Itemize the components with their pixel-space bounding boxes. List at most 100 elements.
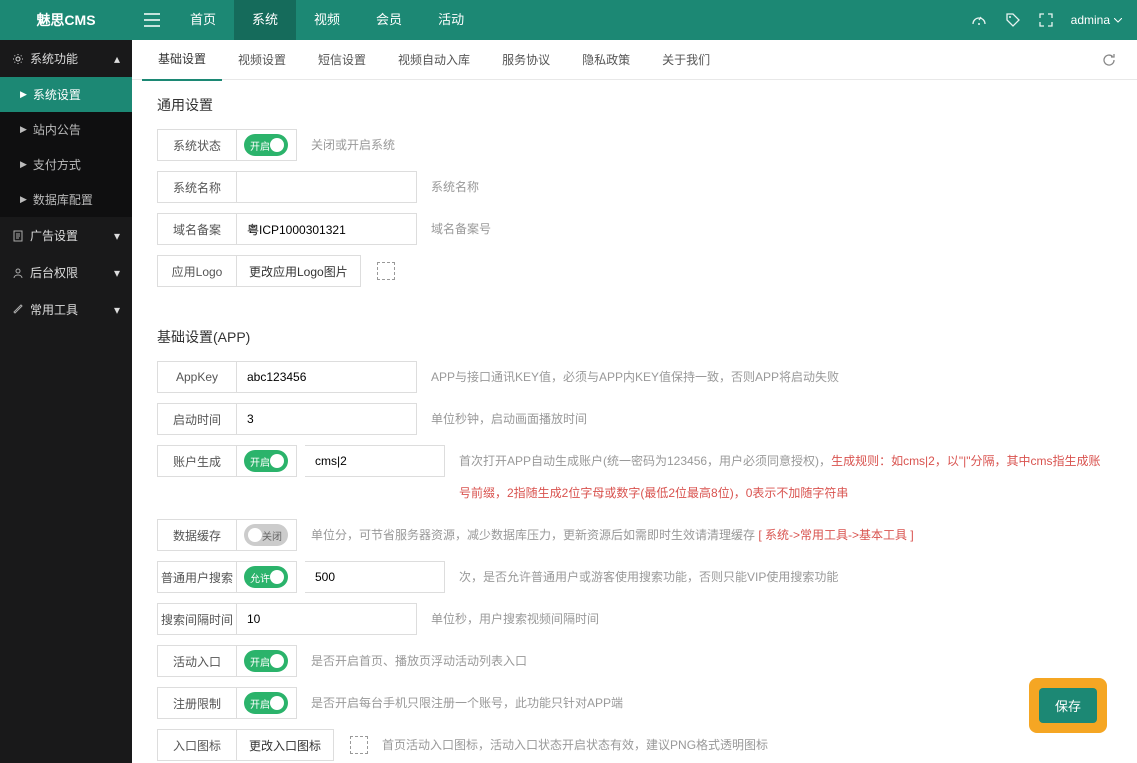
tab[interactable]: 关于我们 <box>646 40 726 80</box>
topnav-item[interactable]: 首页 <box>172 0 234 40</box>
text-input[interactable] <box>237 361 417 393</box>
tab[interactable]: 服务协议 <box>486 40 566 80</box>
text-input[interactable] <box>305 445 445 477</box>
sidebar-group-header[interactable]: 广告设置▾ <box>0 217 132 254</box>
sidebar-group-label: 广告设置 <box>30 227 78 244</box>
toggle-switch[interactable]: 关闭 <box>244 524 288 546</box>
form-label: 搜索间隔时间 <box>157 603 237 635</box>
dashboard-icon[interactable] <box>971 12 987 28</box>
form-row: 账户生成开启 首次打开APP自动生成账户(统一密码为123456，用户必须同意授权… <box>157 445 1112 509</box>
save-button-wrap: 保存 <box>1029 678 1107 733</box>
sidebar-group-label: 后台权限 <box>30 264 78 281</box>
form-hint: 是否开启每台手机只限注册一个账号，此功能只针对APP端 <box>311 687 1112 719</box>
sidebar-item[interactable]: ▶系统设置 <box>0 77 132 112</box>
form-row: 普通用户搜索允许次，是否允许普通用户或游客使用搜索功能，否则只能VIP使用搜索功… <box>157 561 1112 593</box>
form-hint: 是否开启首页、播放页浮动活动列表入口 <box>311 645 1112 677</box>
form-control: 开启 <box>237 645 297 677</box>
user-icon <box>12 267 24 279</box>
wrench-icon <box>12 304 24 316</box>
topnav-item[interactable]: 系统 <box>234 0 296 40</box>
toggle-wrap: 开启 <box>237 645 297 677</box>
form-label: AppKey <box>157 361 237 393</box>
toggle-switch[interactable]: 开启 <box>244 650 288 672</box>
tab[interactable]: 隐私政策 <box>566 40 646 80</box>
form-control <box>237 603 417 635</box>
toggle-label: 关闭 <box>262 528 282 543</box>
gear-icon <box>12 53 24 65</box>
tabs: 基础设置视频设置短信设置视频自动入库服务协议隐私政策关于我们 <box>132 40 1137 80</box>
tab[interactable]: 视频自动入库 <box>382 40 486 80</box>
section-title: 基础设置(APP) <box>157 327 1112 347</box>
sidebar-group-label: 系统功能 <box>30 50 78 67</box>
save-button[interactable]: 保存 <box>1039 688 1097 723</box>
tab[interactable]: 基础设置 <box>142 40 222 81</box>
form-hint: 系统名称 <box>431 171 1112 203</box>
form-hint: 单位秒钟，启动画面播放时间 <box>431 403 1112 435</box>
text-input[interactable] <box>237 213 417 245</box>
sidebar-group-header[interactable]: 系统功能 ▴ <box>0 40 132 77</box>
text-input[interactable] <box>305 561 445 593</box>
sidebar-item-label: 数据库配置 <box>33 191 93 208</box>
form-hint: 首页活动入口图标，活动入口状态开启状态有效，建议PNG格式透明图标 <box>382 729 1112 761</box>
main-content: 基础设置视频设置短信设置视频自动入库服务协议隐私政策关于我们 通用设置系统状态开… <box>132 40 1137 763</box>
text-input[interactable] <box>237 603 417 635</box>
toggle-switch[interactable]: 开启 <box>244 450 288 472</box>
sidebar-group-header[interactable]: 常用工具▾ <box>0 291 132 328</box>
form-label: 数据缓存 <box>157 519 237 551</box>
chevron-icon: ▴ <box>114 52 120 66</box>
doc-icon <box>12 230 24 242</box>
form-hint: 域名备案号 <box>431 213 1112 245</box>
form-row: 注册限制开启 是否开启每台手机只限注册一个账号，此功能只针对APP端 <box>157 687 1112 719</box>
sidebar-item[interactable]: ▶数据库配置 <box>0 182 132 217</box>
form-row: 入口图标更改入口图标首页活动入口图标，活动入口状态开启状态有效，建议PNG格式透… <box>157 729 1112 761</box>
refresh-icon[interactable] <box>1101 52 1117 68</box>
form-row: 应用Logo更改应用Logo图片 <box>157 255 1112 287</box>
toggle-switch[interactable]: 开启 <box>244 134 288 156</box>
triangle-icon: ▶ <box>20 124 27 135</box>
fullscreen-icon[interactable] <box>1039 13 1053 27</box>
upload-button[interactable]: 更改应用Logo图片 <box>237 255 361 287</box>
sidebar: 系统功能▴▶系统设置▶站内公告▶支付方式▶数据库配置广告设置▾后台权限▾常用工具… <box>0 40 132 763</box>
sidebar-item[interactable]: ▶支付方式 <box>0 147 132 182</box>
topnav-item[interactable]: 会员 <box>358 0 420 40</box>
form-label: 注册限制 <box>157 687 237 719</box>
toggle-label: 开启 <box>250 454 270 469</box>
user-menu[interactable]: admina <box>1071 13 1122 27</box>
form-hint: 单位秒，用户搜索视频间隔时间 <box>431 603 1112 635</box>
form-row: 系统状态开启 关闭或开启系统 <box>157 129 1112 161</box>
form-label: 启动时间 <box>157 403 237 435</box>
form-label: 账户生成 <box>157 445 237 477</box>
form-control: 更改应用Logo图片 <box>237 255 395 287</box>
form-section: 通用设置系统状态开启关闭或开启系统系统名称系统名称域名备案域名备案号应用Logo… <box>132 80 1137 312</box>
form-hint: 首次打开APP自动生成账户(统一密码为123456，用户必须同意授权)，生成规则… <box>459 445 1112 509</box>
chevron-down-icon <box>1114 18 1122 23</box>
form-hint: 次，是否允许普通用户或游客使用搜索功能，否则只能VIP使用搜索功能 <box>459 561 1112 593</box>
sidebar-group-header[interactable]: 后台权限▾ <box>0 254 132 291</box>
text-input[interactable] <box>237 171 417 203</box>
form-hint: 关闭或开启系统 <box>311 129 1112 161</box>
toggle-label: 开启 <box>250 696 270 711</box>
tab[interactable]: 短信设置 <box>302 40 382 80</box>
chevron-icon: ▾ <box>114 303 120 317</box>
menu-toggle-icon[interactable] <box>132 13 172 27</box>
toggle-switch[interactable]: 开启 <box>244 692 288 714</box>
upload-button[interactable]: 更改入口图标 <box>237 729 334 761</box>
topnav-item[interactable]: 视频 <box>296 0 358 40</box>
toggle-wrap: 开启 <box>237 687 297 719</box>
form-label: 应用Logo <box>157 255 237 287</box>
topbar: 魅思CMS 首页系统视频会员活动 admina <box>0 0 1137 40</box>
sidebar-item[interactable]: ▶站内公告 <box>0 112 132 147</box>
form-control: 允许 <box>237 561 445 593</box>
form-label: 系统状态 <box>157 129 237 161</box>
form-control <box>237 403 417 435</box>
image-placeholder-icon <box>350 736 368 754</box>
form-control <box>237 171 417 203</box>
toggle-switch[interactable]: 允许 <box>244 566 288 588</box>
topnav-item[interactable]: 活动 <box>420 0 482 40</box>
form-row: 活动入口开启是否开启首页、播放页浮动活动列表入口 <box>157 645 1112 677</box>
sidebar-item-label: 系统设置 <box>33 86 81 103</box>
user-name: admina <box>1071 13 1110 27</box>
tag-icon[interactable] <box>1005 12 1021 28</box>
text-input[interactable] <box>237 403 417 435</box>
tab[interactable]: 视频设置 <box>222 40 302 80</box>
